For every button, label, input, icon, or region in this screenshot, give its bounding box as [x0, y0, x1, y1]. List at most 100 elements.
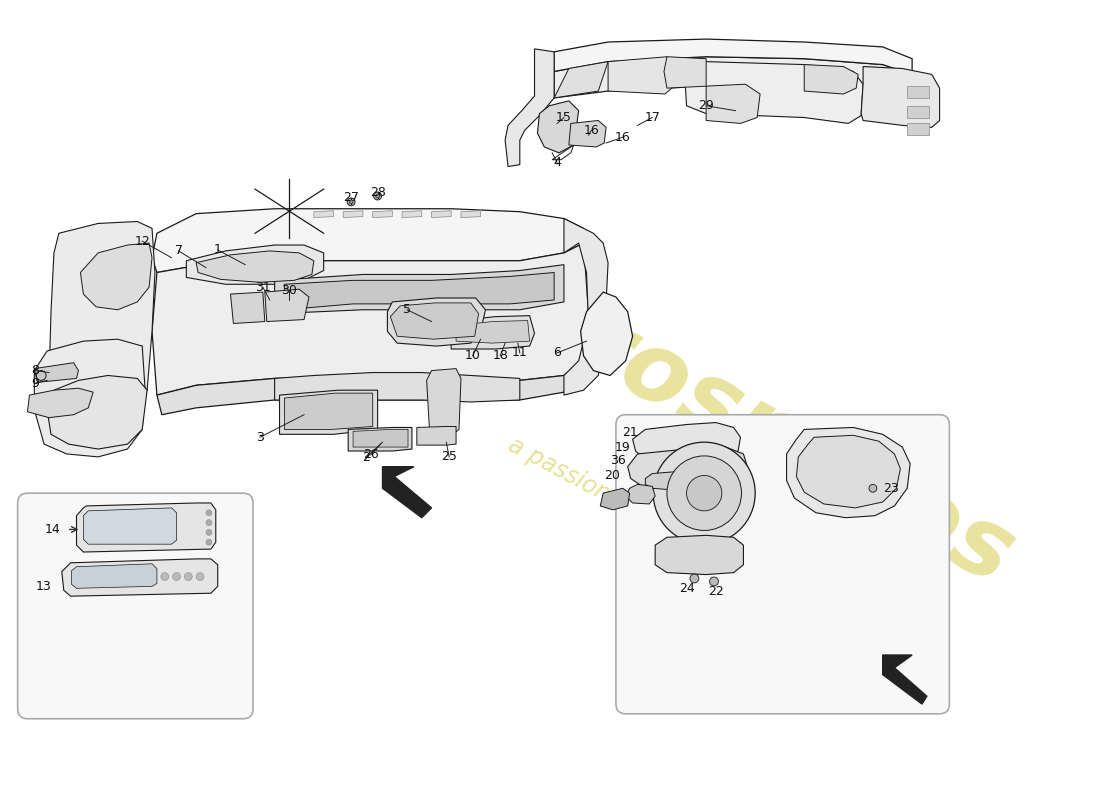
- Polygon shape: [28, 388, 94, 418]
- Text: 12: 12: [134, 234, 150, 248]
- Polygon shape: [275, 265, 564, 314]
- Polygon shape: [47, 375, 147, 449]
- Polygon shape: [538, 101, 579, 153]
- Polygon shape: [80, 243, 152, 310]
- Polygon shape: [461, 210, 481, 218]
- Text: 9: 9: [32, 377, 40, 390]
- Polygon shape: [569, 121, 606, 147]
- Text: 6: 6: [553, 346, 561, 359]
- Text: 21: 21: [621, 426, 638, 439]
- Text: 14: 14: [45, 523, 60, 536]
- Text: 8: 8: [31, 364, 40, 377]
- Bar: [908, 106, 928, 118]
- Polygon shape: [554, 62, 608, 98]
- Polygon shape: [265, 289, 309, 322]
- Polygon shape: [656, 535, 744, 574]
- Polygon shape: [646, 471, 684, 490]
- Text: 18: 18: [493, 350, 508, 362]
- Polygon shape: [564, 218, 608, 395]
- Text: 17: 17: [645, 111, 660, 124]
- Polygon shape: [804, 65, 858, 94]
- Circle shape: [161, 573, 168, 581]
- Polygon shape: [343, 210, 363, 218]
- Circle shape: [349, 200, 353, 204]
- Circle shape: [653, 442, 756, 544]
- Text: a passion for parts since 1985: a passion for parts since 1985: [504, 433, 830, 622]
- Polygon shape: [152, 243, 588, 395]
- Circle shape: [869, 484, 877, 492]
- Text: 3: 3: [256, 430, 264, 444]
- Polygon shape: [349, 427, 411, 451]
- Text: 28: 28: [370, 186, 385, 198]
- Circle shape: [206, 539, 212, 545]
- Circle shape: [667, 456, 741, 530]
- Polygon shape: [72, 564, 157, 588]
- Circle shape: [375, 194, 379, 198]
- Text: 30: 30: [282, 284, 297, 297]
- Polygon shape: [403, 210, 421, 218]
- Circle shape: [206, 530, 212, 535]
- Polygon shape: [628, 447, 747, 490]
- Polygon shape: [285, 393, 373, 430]
- Polygon shape: [62, 559, 218, 596]
- Polygon shape: [77, 503, 216, 552]
- Polygon shape: [152, 209, 584, 273]
- Polygon shape: [157, 361, 588, 414]
- Circle shape: [374, 192, 382, 200]
- Text: 11: 11: [512, 346, 528, 359]
- Text: eurospares: eurospares: [442, 234, 1028, 605]
- Polygon shape: [390, 303, 478, 339]
- Text: 13: 13: [35, 580, 51, 593]
- Text: 24: 24: [679, 582, 694, 595]
- Polygon shape: [84, 508, 176, 544]
- Polygon shape: [50, 222, 155, 434]
- Polygon shape: [601, 488, 629, 510]
- Polygon shape: [882, 655, 927, 704]
- Polygon shape: [417, 426, 456, 445]
- Text: 10: 10: [465, 350, 481, 362]
- Polygon shape: [505, 49, 554, 166]
- Polygon shape: [186, 245, 323, 284]
- Polygon shape: [554, 57, 912, 101]
- Polygon shape: [456, 321, 529, 343]
- Text: 19: 19: [615, 441, 630, 454]
- Polygon shape: [275, 373, 520, 402]
- Text: 1: 1: [213, 243, 222, 257]
- Polygon shape: [706, 84, 760, 123]
- Text: 7: 7: [175, 245, 183, 258]
- Text: 15: 15: [556, 111, 572, 124]
- Polygon shape: [34, 362, 78, 382]
- Polygon shape: [684, 62, 864, 123]
- Text: 26: 26: [363, 449, 378, 462]
- Text: 5: 5: [403, 303, 411, 316]
- Circle shape: [196, 573, 204, 581]
- Text: 31: 31: [255, 281, 271, 294]
- Polygon shape: [279, 390, 377, 434]
- Polygon shape: [861, 66, 939, 127]
- Polygon shape: [581, 292, 632, 375]
- Circle shape: [173, 573, 180, 581]
- Polygon shape: [554, 39, 912, 74]
- Circle shape: [690, 574, 698, 583]
- Text: 29: 29: [698, 99, 714, 112]
- Polygon shape: [664, 57, 706, 88]
- FancyBboxPatch shape: [18, 493, 253, 718]
- Polygon shape: [786, 427, 910, 518]
- Circle shape: [686, 475, 722, 511]
- Circle shape: [36, 370, 46, 380]
- Text: 20: 20: [604, 469, 620, 482]
- Polygon shape: [231, 292, 265, 323]
- Polygon shape: [383, 466, 431, 518]
- FancyBboxPatch shape: [616, 414, 949, 714]
- Text: 2: 2: [362, 451, 370, 464]
- Polygon shape: [451, 316, 535, 349]
- Text: 22: 22: [708, 585, 724, 598]
- Circle shape: [348, 198, 355, 206]
- Bar: [908, 123, 928, 135]
- Polygon shape: [353, 430, 408, 447]
- Polygon shape: [314, 210, 333, 218]
- Text: 27: 27: [343, 191, 359, 205]
- Polygon shape: [373, 210, 393, 218]
- Polygon shape: [285, 273, 554, 310]
- Circle shape: [710, 577, 718, 586]
